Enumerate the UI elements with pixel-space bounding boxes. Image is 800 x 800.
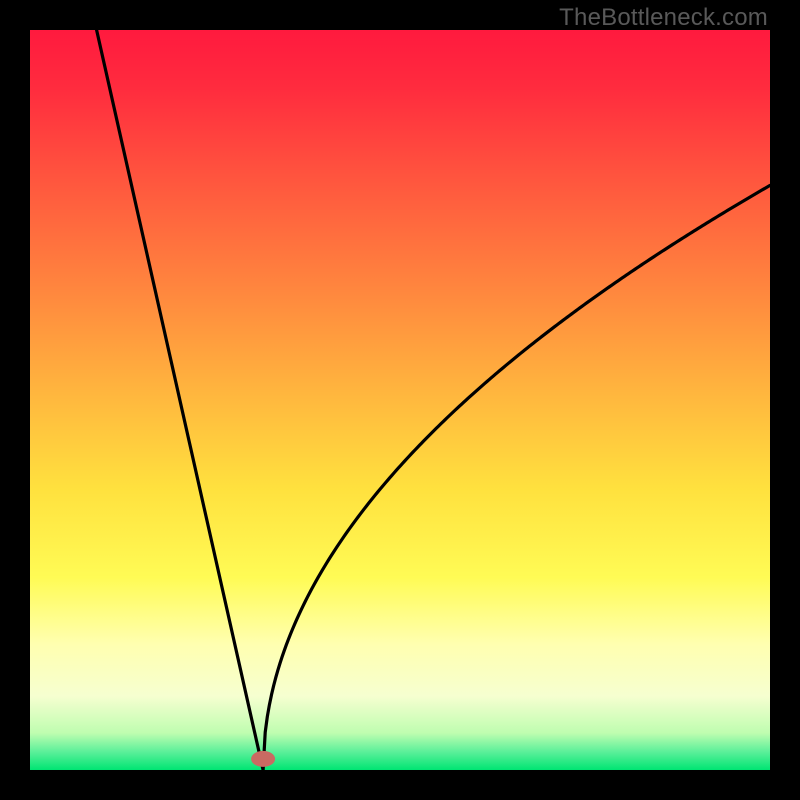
plot-background bbox=[30, 30, 770, 770]
chart-frame: TheBottleneck.com bbox=[0, 0, 800, 800]
watermark-text: TheBottleneck.com bbox=[559, 4, 768, 32]
